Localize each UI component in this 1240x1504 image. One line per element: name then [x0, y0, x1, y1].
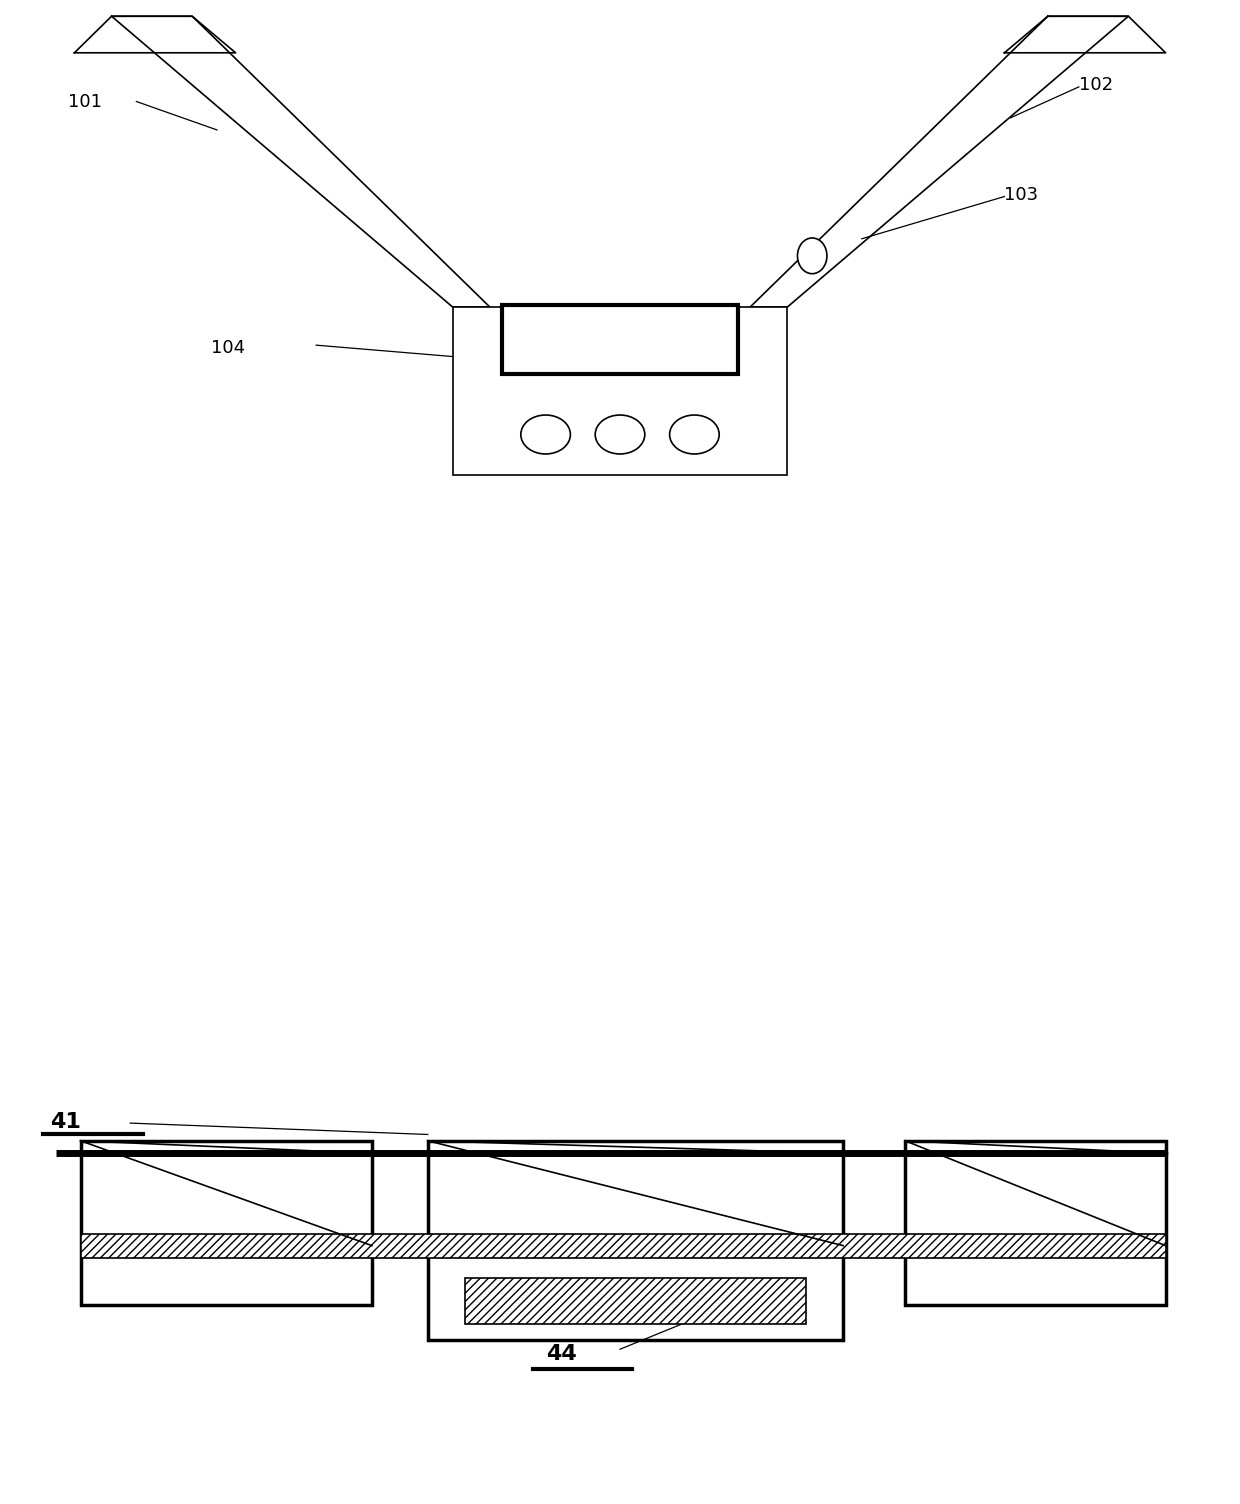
Circle shape	[797, 238, 827, 274]
Bar	[453, 307, 787, 475]
Bar	[428, 1140, 843, 1340]
Bar	[81, 1233, 1166, 1257]
Text: 103: 103	[1004, 186, 1039, 205]
Text: 101: 101	[68, 93, 102, 110]
Bar	[502, 304, 738, 373]
Bar	[465, 1278, 806, 1324]
Bar	[905, 1140, 1166, 1305]
Ellipse shape	[670, 415, 719, 454]
Ellipse shape	[521, 415, 570, 454]
Ellipse shape	[595, 415, 645, 454]
Bar	[81, 1140, 372, 1305]
Text: 41: 41	[50, 1111, 81, 1133]
Text: 44: 44	[546, 1345, 577, 1364]
Text: 104: 104	[211, 338, 246, 356]
Text: 102: 102	[1079, 77, 1114, 95]
